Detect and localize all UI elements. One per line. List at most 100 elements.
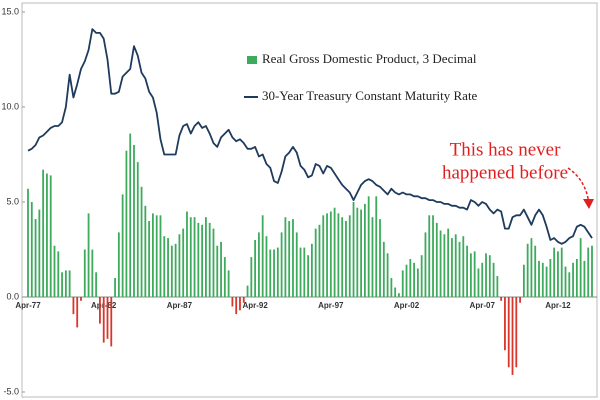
bar xyxy=(64,270,67,297)
bar xyxy=(136,162,139,297)
bar xyxy=(121,194,124,297)
bar xyxy=(345,221,347,297)
bar xyxy=(280,232,283,297)
bar xyxy=(511,297,514,375)
annotation-text: This has never xyxy=(450,139,561,160)
bar xyxy=(462,236,465,297)
bar xyxy=(53,245,56,297)
bar xyxy=(117,232,120,297)
bar xyxy=(360,209,363,297)
bar xyxy=(152,213,154,297)
bar xyxy=(379,219,381,297)
bar xyxy=(424,232,427,297)
bar xyxy=(443,234,446,297)
legend-swatch xyxy=(247,56,257,64)
bar xyxy=(110,297,113,347)
bar xyxy=(348,215,351,297)
bar xyxy=(144,205,147,297)
bar xyxy=(114,278,116,297)
bar xyxy=(507,297,510,368)
bar xyxy=(504,297,506,351)
bar xyxy=(276,247,279,297)
bar xyxy=(170,245,173,297)
bar xyxy=(398,293,400,297)
bar xyxy=(591,245,593,297)
bar xyxy=(87,213,90,297)
bar xyxy=(329,211,332,297)
bar xyxy=(269,249,272,297)
bar xyxy=(451,238,453,297)
bar xyxy=(526,243,529,297)
line xyxy=(27,28,593,245)
bar xyxy=(197,222,200,297)
bar xyxy=(500,297,503,301)
plot-frame xyxy=(21,2,598,398)
bar xyxy=(564,266,567,297)
bar xyxy=(27,188,29,297)
bar xyxy=(30,202,33,297)
bar xyxy=(201,224,204,297)
bar xyxy=(68,270,71,297)
bar xyxy=(428,215,431,297)
bar xyxy=(189,217,192,297)
x-tick-label: Apr-07 xyxy=(470,301,496,310)
bar xyxy=(454,234,457,297)
bar xyxy=(538,260,540,297)
bar xyxy=(401,270,404,297)
bar xyxy=(155,215,158,297)
bar xyxy=(553,247,556,297)
bar xyxy=(557,251,559,297)
bar xyxy=(341,217,344,297)
bar xyxy=(477,268,480,297)
bar xyxy=(163,236,166,297)
bar xyxy=(522,264,525,297)
bar xyxy=(432,215,434,297)
bar xyxy=(541,262,544,297)
bar xyxy=(447,228,450,297)
bar xyxy=(288,221,291,297)
bar xyxy=(303,247,306,297)
bar xyxy=(102,297,105,343)
bar xyxy=(76,297,79,328)
bar xyxy=(496,276,499,297)
bar xyxy=(49,175,52,297)
bar xyxy=(148,221,151,297)
bar xyxy=(186,211,188,297)
bar xyxy=(57,251,60,297)
bar xyxy=(326,213,328,297)
bar xyxy=(435,222,438,297)
bar xyxy=(409,259,412,297)
bar xyxy=(38,209,41,297)
annotation-text: happened before xyxy=(442,162,568,183)
bar xyxy=(572,262,574,297)
x-tick-label: Apr-97 xyxy=(318,301,344,310)
bar xyxy=(333,207,336,297)
bar xyxy=(246,285,249,297)
bar xyxy=(205,217,207,297)
bar xyxy=(159,215,162,297)
bar xyxy=(129,133,132,297)
bar xyxy=(83,249,86,297)
annotation-arrowhead xyxy=(583,199,594,209)
bar xyxy=(515,297,518,368)
bar xyxy=(583,260,586,297)
y-tick-label: 15.0 xyxy=(1,6,19,16)
bar xyxy=(568,272,571,297)
bar xyxy=(220,241,222,297)
bar xyxy=(34,219,37,297)
y-tick-label: 10.0 xyxy=(1,101,19,111)
y-tick-label: -5.0 xyxy=(3,386,19,396)
bar xyxy=(466,245,468,297)
bar xyxy=(284,217,287,297)
bar xyxy=(485,253,487,297)
bar xyxy=(61,272,63,297)
bar xyxy=(356,207,359,297)
bar xyxy=(257,232,260,297)
bar xyxy=(80,297,82,301)
bar xyxy=(235,297,238,315)
bar xyxy=(549,259,552,297)
bar xyxy=(458,241,461,297)
bar xyxy=(560,247,563,297)
y-tick-label: 0.0 xyxy=(6,291,19,301)
